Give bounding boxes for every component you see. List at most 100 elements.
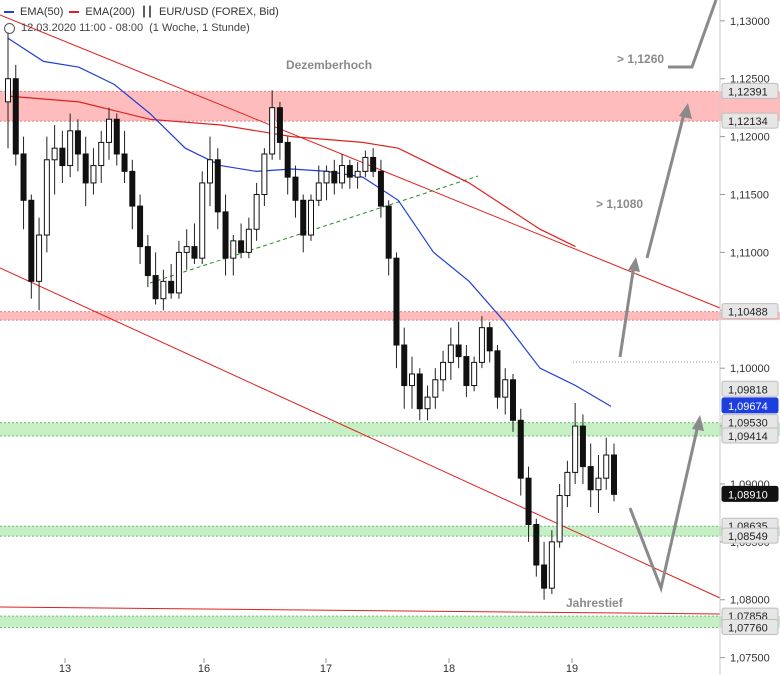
- zone-0: [0, 91, 780, 122]
- y-tick-label: 1,07500: [730, 653, 770, 665]
- arrow-to-1-1260: [668, 0, 718, 69]
- candle-body: [541, 564, 548, 589]
- price-label-text: 1,10488: [728, 307, 768, 319]
- candle-body: [486, 327, 493, 352]
- arrow-up-1-1213: [645, 109, 687, 259]
- candle-body: [129, 170, 136, 207]
- candle-body: [51, 147, 58, 161]
- down-channel-upper-line: [0, 14, 721, 309]
- candle-body: [276, 107, 283, 143]
- price-label-box: [721, 427, 779, 444]
- symbol-label: EUR/USD (FOREX, Bid): [158, 6, 279, 18]
- candle-body: [253, 194, 260, 230]
- chart-legend: EMA(50) EMA(200) ┃┃ EUR/USD (FOREX, Bid)…: [4, 4, 279, 36]
- zone-4: [0, 616, 780, 628]
- arrowhead-1-0941: [692, 415, 704, 431]
- candle-body: [67, 130, 74, 167]
- price-label-text: 1,08910: [728, 489, 768, 501]
- candle-body: [183, 246, 190, 253]
- price-label-text: 1,09414: [728, 431, 768, 443]
- y-tick-label: 1,11500: [730, 190, 769, 202]
- y-tick-label: 1,12500: [730, 74, 770, 86]
- candle-body: [59, 147, 66, 167]
- candle-body: [447, 344, 454, 363]
- forecast-arrows: [618, 0, 718, 594]
- candle-body: [191, 246, 198, 259]
- zone-3: [0, 526, 780, 537]
- candle-body: [440, 361, 447, 381]
- ema50-swatch: [4, 11, 14, 13]
- candle-body: [611, 454, 617, 495]
- candle-body: [28, 199, 35, 282]
- x-tick-label: 18: [443, 663, 455, 675]
- candle-body: [74, 130, 81, 155]
- candle-body: [36, 234, 43, 282]
- price-label-text: 1,12391: [728, 86, 768, 98]
- candle-body: [346, 165, 353, 178]
- candle-body: [564, 471, 571, 497]
- candle-body: [20, 153, 27, 201]
- candle-body: [160, 280, 167, 300]
- ema50-label: EMA(50): [20, 6, 64, 18]
- candlesticks: [5, 32, 617, 600]
- candle-body: [152, 275, 159, 300]
- down-channel-lower-line: [0, 267, 721, 599]
- ema200-swatch: [69, 11, 80, 13]
- candle-body: [533, 523, 540, 566]
- candle-body: [478, 327, 485, 363]
- arrowhead-1-1213: [679, 103, 692, 119]
- annotation-target-1-1260: > 1,1260: [617, 52, 664, 66]
- price-label-box: [721, 619, 779, 636]
- y-tick-label: 1,11000: [730, 247, 769, 259]
- candlestick-icon: ┃┃: [140, 6, 153, 18]
- price-label-text: 1,08549: [728, 531, 768, 543]
- candle-body: [595, 477, 602, 491]
- candle-body: [199, 182, 206, 259]
- candle-body: [471, 361, 478, 387]
- candle-body: [354, 170, 361, 178]
- annotation-dezemberhoch: Dezemberhoch: [286, 58, 372, 72]
- y-tick-label: 1,08000: [730, 595, 770, 607]
- candle-body: [168, 280, 175, 294]
- candle-body: [455, 344, 462, 358]
- zone-1: [0, 311, 780, 321]
- candle-body: [106, 118, 112, 143]
- candle-body: [572, 425, 579, 473]
- candle-body: [510, 379, 516, 421]
- candle-body: [362, 156, 369, 172]
- annotation-jahrestief: Jahrestief: [566, 596, 624, 610]
- candle-body: [370, 156, 377, 172]
- candle-body: [269, 107, 276, 155]
- candle-body: [424, 396, 431, 410]
- x-tick-label: 19: [566, 663, 578, 675]
- candle-body: [175, 251, 182, 294]
- x-axis: 13 16 17 18 19: [59, 658, 578, 675]
- clock-icon: [4, 22, 15, 34]
- candle-body: [238, 240, 245, 253]
- price-label-text: 1,09674: [728, 401, 768, 413]
- candle-body: [556, 495, 563, 543]
- timeframe: (1 Woche, 1 Stunde): [149, 22, 250, 34]
- candle-body: [409, 373, 415, 387]
- price-label-box: [721, 112, 779, 129]
- candle-body: [463, 356, 470, 387]
- x-tick-label: 16: [198, 663, 210, 675]
- arrowhead-1-1049: [628, 257, 640, 272]
- candle-body: [222, 211, 229, 259]
- candle-body: [525, 477, 532, 525]
- price-label-text: 1,09818: [728, 384, 768, 396]
- candle-body: [292, 176, 299, 201]
- price-label-box: [721, 303, 779, 320]
- candle-body: [300, 199, 307, 236]
- trend-lines: [0, 14, 721, 615]
- candle-body: [98, 141, 105, 167]
- price-label-box: [721, 380, 779, 397]
- annotation-target-1-1080: > 1,1080: [596, 197, 643, 211]
- candle-body: [137, 205, 144, 248]
- y-tick-label: 1,10000: [730, 363, 770, 375]
- ema200-label: EMA(200): [85, 6, 135, 18]
- candle-body: [5, 78, 11, 103]
- candle-body: [121, 153, 128, 172]
- price-label-box: [721, 397, 779, 414]
